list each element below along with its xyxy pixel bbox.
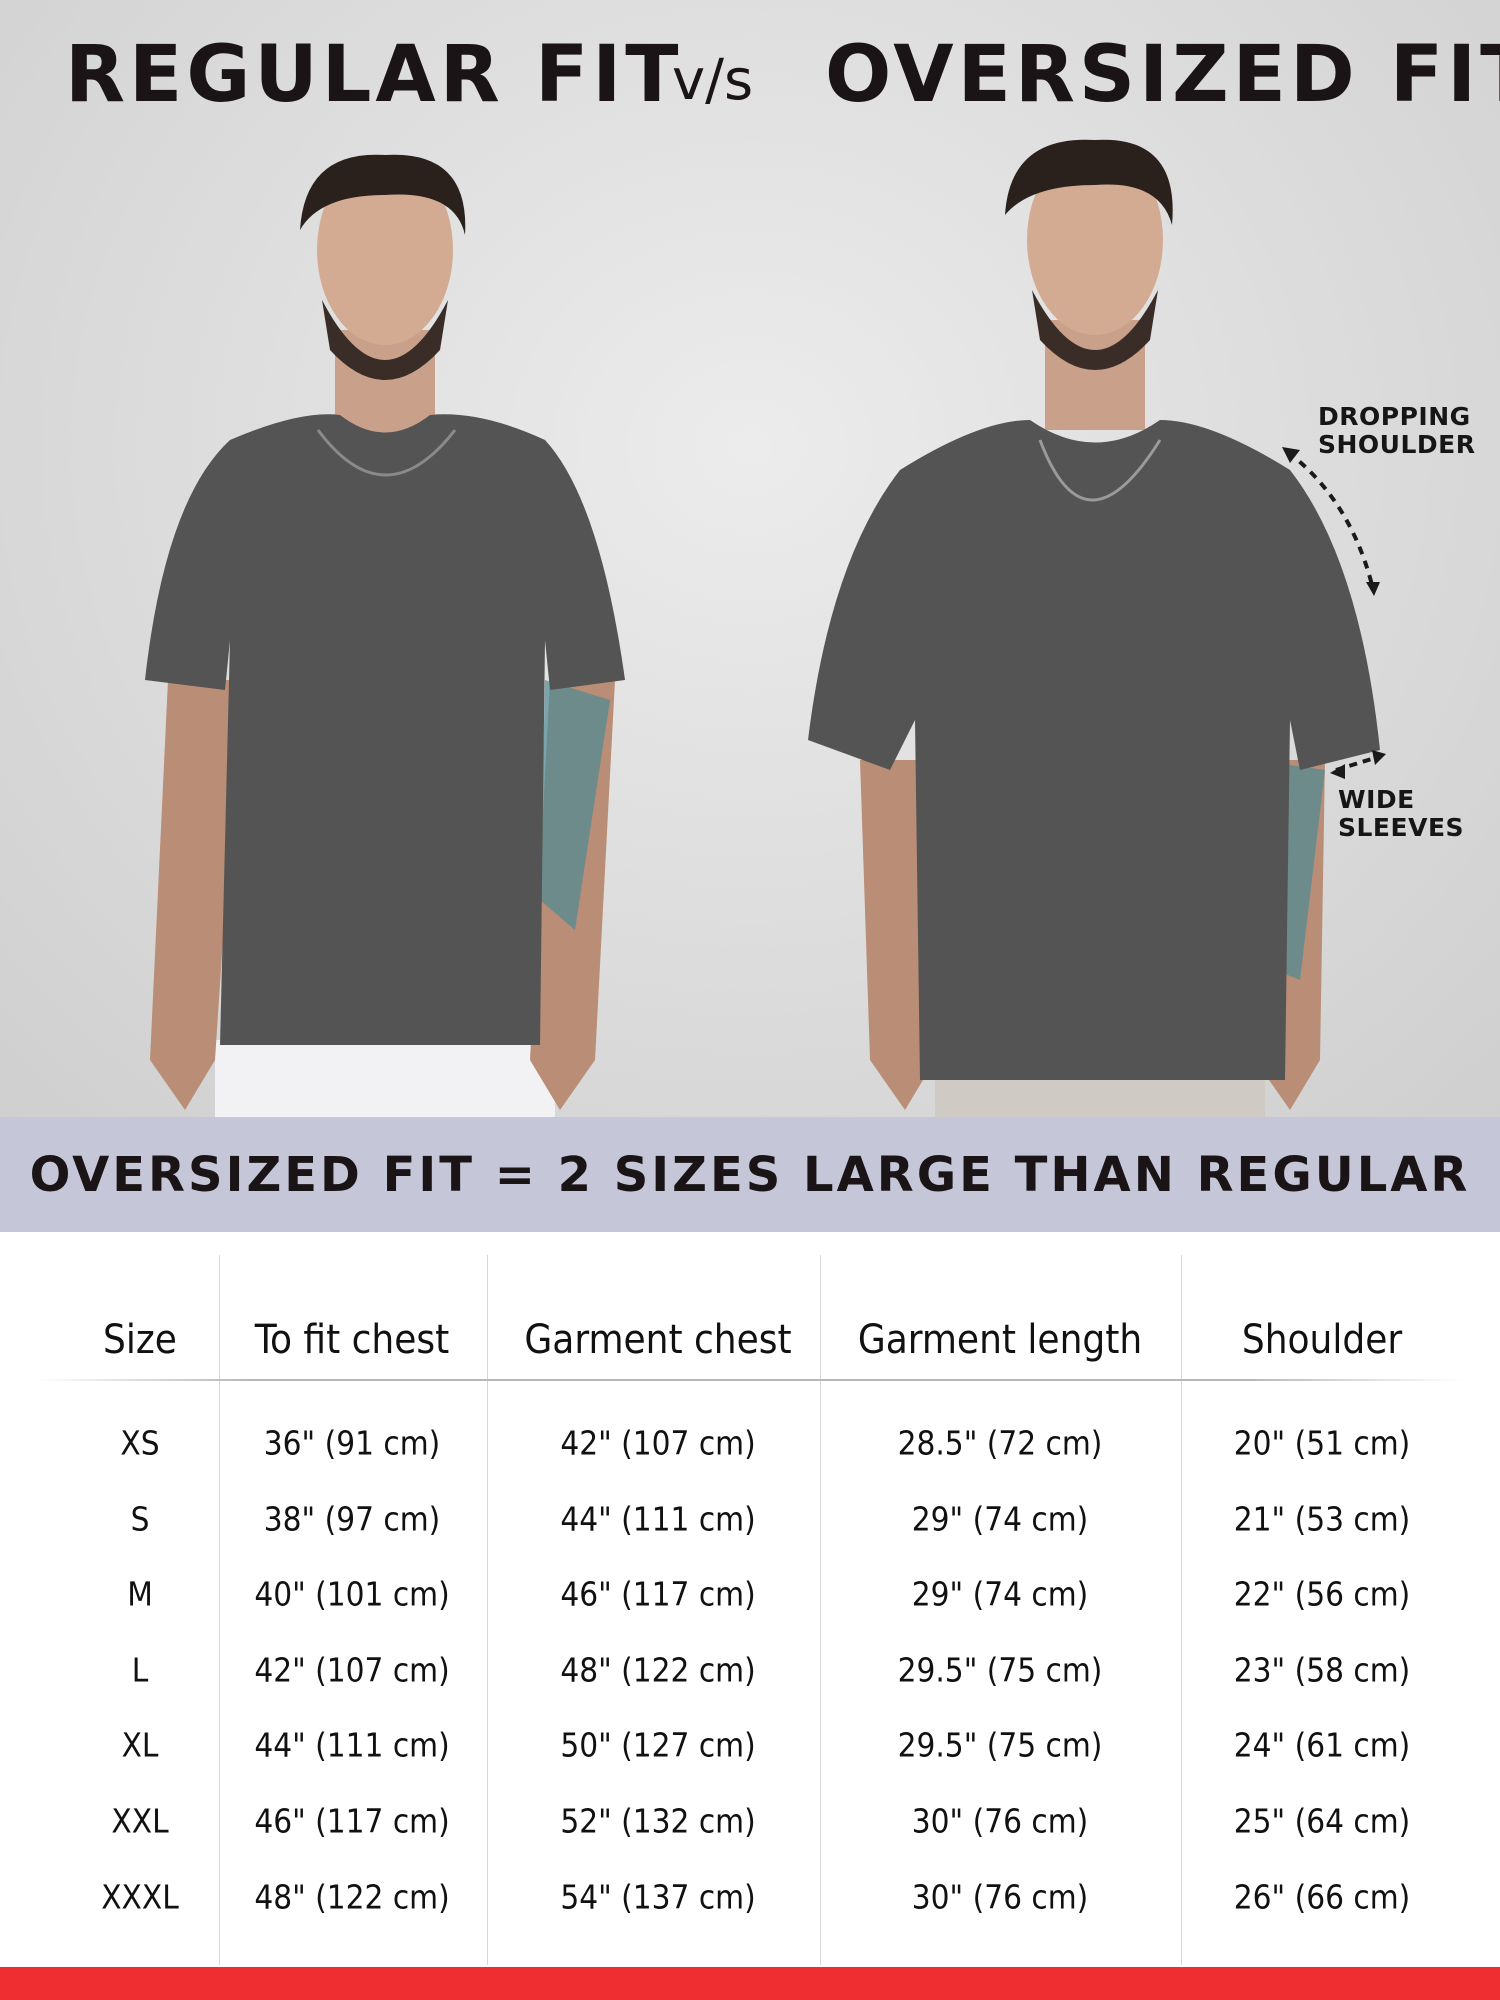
table-cell: 44" (111 cm) [560, 1499, 756, 1539]
model-photo-area: REGULAR FIT v/s OVERSIZED FIT DROPPING S… [0, 0, 1500, 1117]
table-cell: 28.5" (72 cm) [897, 1423, 1103, 1463]
table-cell: 54" (137 cm) [560, 1877, 756, 1917]
table-cell: 42" (107 cm) [560, 1423, 756, 1463]
column-header: Garment chest [524, 1317, 792, 1363]
wide-sleeves-arrow-icon [1330, 750, 1386, 779]
oversized-fit-model-image [808, 139, 1380, 1117]
table-cell: 46" (117 cm) [254, 1801, 450, 1841]
table-cell: 48" (122 cm) [560, 1650, 756, 1690]
header-divider [35, 1379, 1465, 1381]
table-cell: 30" (76 cm) [911, 1801, 1089, 1841]
column-divider [487, 1255, 488, 1965]
table-cell: 29" (74 cm) [911, 1499, 1089, 1539]
column-header: Size [103, 1317, 177, 1363]
column-divider [1181, 1255, 1182, 1965]
table-cell: 29.5" (75 cm) [897, 1650, 1103, 1690]
table-cell: 25" (64 cm) [1233, 1801, 1411, 1841]
versus-label: v/s [672, 48, 754, 113]
table-cell: 48" (122 cm) [254, 1877, 450, 1917]
size-note-banner: OVERSIZED FIT = 2 SIZES LARGE THAN REGUL… [0, 1117, 1500, 1232]
table-cell: 29" (74 cm) [911, 1574, 1089, 1614]
table-cell: 50" (127 cm) [560, 1725, 756, 1765]
wide-sleeves-label: WIDE SLEEVES [1338, 786, 1464, 842]
column-header: To fit chest [254, 1317, 450, 1363]
dropping-shoulder-line-2: SHOULDER [1318, 430, 1476, 459]
table-cell: XXL [111, 1801, 169, 1841]
table-cell: 24" (61 cm) [1233, 1725, 1411, 1765]
table-cell: 22" (56 cm) [1233, 1574, 1411, 1614]
table-cell: 29.5" (75 cm) [897, 1725, 1103, 1765]
table-cell: L [131, 1650, 149, 1690]
oversized-fit-title: OVERSIZED FIT [825, 30, 1500, 120]
table-cell: XS [120, 1423, 160, 1463]
table-cell: 23" (58 cm) [1233, 1650, 1411, 1690]
table-cell: 46" (117 cm) [560, 1574, 756, 1614]
table-cell: 52" (132 cm) [560, 1801, 756, 1841]
wide-sleeves-line-1: WIDE [1338, 785, 1415, 814]
column-divider [219, 1255, 220, 1965]
column-header: Shoulder [1241, 1317, 1403, 1363]
table-cell: S [130, 1499, 150, 1539]
table-cell: 42" (107 cm) [254, 1650, 450, 1690]
dropping-shoulder-arrow-icon [1282, 447, 1380, 596]
table-cell: 40" (101 cm) [254, 1574, 450, 1614]
table-cell: 44" (111 cm) [254, 1725, 450, 1765]
column-divider [820, 1255, 821, 1965]
wide-sleeves-line-2: SLEEVES [1338, 813, 1465, 842]
table-cell: 26" (66 cm) [1233, 1877, 1411, 1917]
column-header: Garment length [857, 1317, 1143, 1363]
regular-fit-title: REGULAR FIT [65, 30, 683, 120]
table-cell: 36" (91 cm) [263, 1423, 441, 1463]
table-cell: 38" (97 cm) [263, 1499, 441, 1539]
table-cell: 21" (53 cm) [1233, 1499, 1411, 1539]
table-cell: 30" (76 cm) [911, 1877, 1089, 1917]
table-cell: XL [121, 1725, 159, 1765]
table-cell: XXXL [101, 1877, 179, 1917]
dropping-shoulder-line-1: DROPPING [1318, 402, 1471, 431]
regular-fit-model-image [145, 154, 625, 1117]
table-cell: M [127, 1574, 153, 1614]
size-note-text: OVERSIZED FIT = 2 SIZES LARGE THAN REGUL… [29, 1146, 1471, 1203]
dropping-shoulder-label: DROPPING SHOULDER [1318, 403, 1476, 459]
table-cell: 20" (51 cm) [1233, 1423, 1411, 1463]
footer-accent-bar [0, 1967, 1500, 2000]
